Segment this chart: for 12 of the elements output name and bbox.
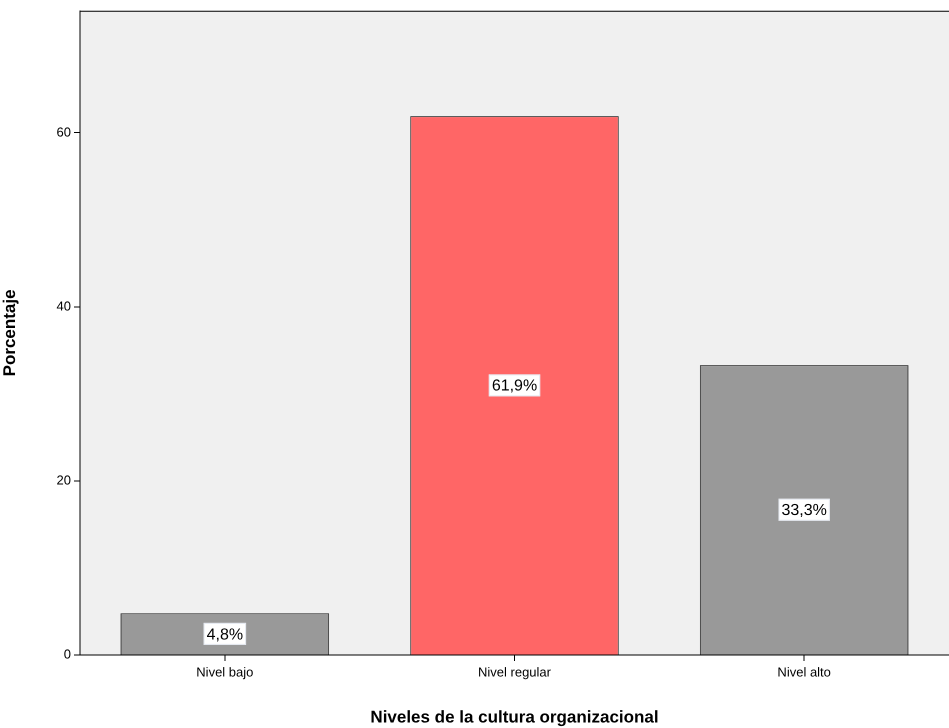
- x-tick-label: Nivel regular: [478, 664, 552, 680]
- y-tick-label: 0: [64, 646, 71, 662]
- data-label: 4,8%: [206, 626, 244, 644]
- y-tick-label: 20: [56, 472, 71, 488]
- x-axis-title: Niveles de la cultura organizacional: [370, 707, 659, 726]
- y-tick-label: 40: [56, 298, 71, 314]
- data-label: 61,9%: [492, 378, 538, 395]
- data-label: 33,3%: [781, 502, 827, 520]
- x-tick-label: Nivel alto: [777, 664, 831, 680]
- y-tick-label: 60: [56, 124, 71, 140]
- x-tick-label: Nivel bajo: [196, 664, 254, 680]
- y-axis-title: Porcentaje: [0, 289, 19, 376]
